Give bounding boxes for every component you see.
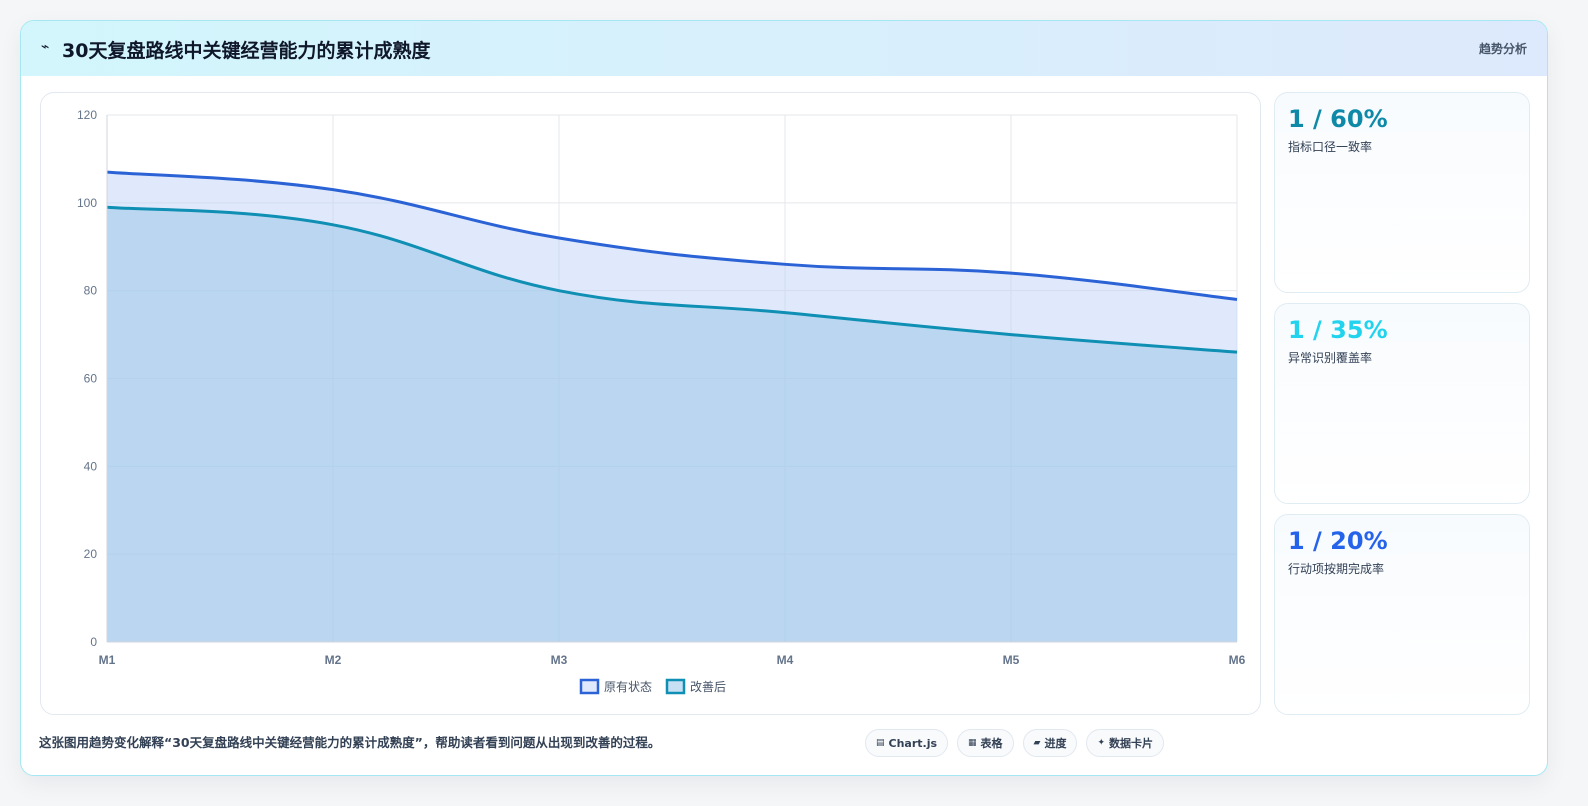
page-title: 30天复盘路线中关键经营能力的累计成熟度 <box>62 40 431 62</box>
pulse-icon: ⌁ <box>41 39 50 55</box>
chip-data-cards[interactable]: ✦ 数据卡片 <box>1086 729 1165 757</box>
header-tag: 趋势分析 <box>1478 42 1527 56</box>
kpi-card-coverage: 1 / 35% 异常识别覆盖率 <box>1274 303 1530 504</box>
y-tick-label: 20 <box>84 547 98 561</box>
table-icon: ▦ <box>968 738 977 748</box>
x-tick-label: M5 <box>1003 653 1020 667</box>
legend-label-1: 改善后 <box>690 679 726 694</box>
progress-icon: ▰ <box>1033 738 1041 748</box>
y-tick-label: 0 <box>90 635 97 649</box>
kpi-value: 1 / 20% <box>1288 527 1388 555</box>
tool-chips: ▤ Chart.js ▦ 表格 ▰ 进度 ✦ 数据卡片 <box>865 729 1165 757</box>
chip-label: 数据卡片 <box>1109 737 1154 750</box>
series-area-1 <box>107 207 1237 642</box>
x-tick-label: M3 <box>551 653 568 667</box>
sparkle-icon: ✦ <box>1097 738 1106 748</box>
chart-description: 这张图用趋势变化解释“30天复盘路线中关键经营能力的累计成熟度”，帮助读者看到问… <box>39 735 661 750</box>
y-tick-label: 120 <box>77 108 97 122</box>
kpi-card-consistency: 1 / 60% 指标口径一致率 <box>1274 92 1530 293</box>
chip-chartjs[interactable]: ▤ Chart.js <box>865 729 949 757</box>
y-tick-label: 80 <box>84 284 98 298</box>
chart-panel: 0 20 40 60 80 100 120 M1 M2 M3 M4 M5 M6 原有状态 改善后 <box>40 92 1261 715</box>
y-tick-label: 60 <box>84 372 98 386</box>
x-tick-label: M6 <box>1229 653 1246 667</box>
card-header: ⌁ 30天复盘路线中关键经营能力的累计成熟度 趋势分析 <box>21 21 1547 76</box>
chip-progress[interactable]: ▰ 进度 <box>1022 729 1078 757</box>
y-tick-label: 40 <box>84 459 98 473</box>
x-tick-label: M1 <box>99 653 116 667</box>
chart-card: ⌁ 30天复盘路线中关键经营能力的累计成熟度 趋势分析 0 20 40 60 80 100… <box>20 20 1548 776</box>
kpi-value: 1 / 60% <box>1288 105 1388 133</box>
kpi-card-completion: 1 / 20% 行动项按期完成率 <box>1274 514 1530 715</box>
kpi-label: 指标口径一致率 <box>1288 140 1373 154</box>
series-line-1 <box>106 205 1238 354</box>
kpi-label: 行动项按期完成率 <box>1288 562 1385 576</box>
x-tick-label: M2 <box>325 653 342 667</box>
chart-icon: ▤ <box>876 738 885 748</box>
y-tick-label: 100 <box>77 196 97 210</box>
legend-label-0: 原有状态 <box>604 680 652 694</box>
series-line-0 <box>106 170 1238 301</box>
kpi-label: 异常识别覆盖率 <box>1288 351 1373 365</box>
area-chart: 0 20 40 60 80 100 120 M1 M2 M3 M4 M5 M6 原有状态 改善后 <box>77 108 1246 695</box>
legend-swatch-0 <box>579 678 600 695</box>
legend-swatch-1 <box>665 678 686 695</box>
x-tick-label: M4 <box>777 653 794 667</box>
chip-label: 表格 <box>980 737 1003 750</box>
kpi-value: 1 / 35% <box>1288 316 1388 344</box>
chip-table[interactable]: ▦ 表格 <box>957 729 1014 757</box>
chip-label: 进度 <box>1044 737 1067 750</box>
chip-label: Chart.js <box>888 736 938 750</box>
